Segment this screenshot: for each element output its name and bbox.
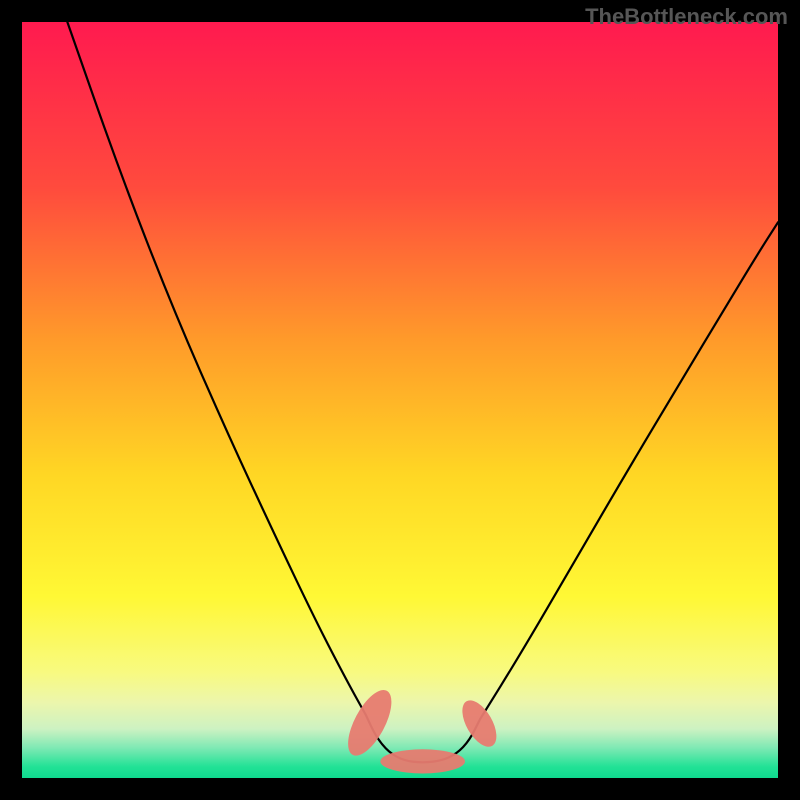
- gradient-background: [22, 22, 778, 778]
- highlight-blob-1: [380, 749, 465, 773]
- bottleneck-chart: [0, 0, 800, 800]
- chart-frame: TheBottleneck.com: [0, 0, 800, 800]
- watermark-text: TheBottleneck.com: [585, 4, 788, 30]
